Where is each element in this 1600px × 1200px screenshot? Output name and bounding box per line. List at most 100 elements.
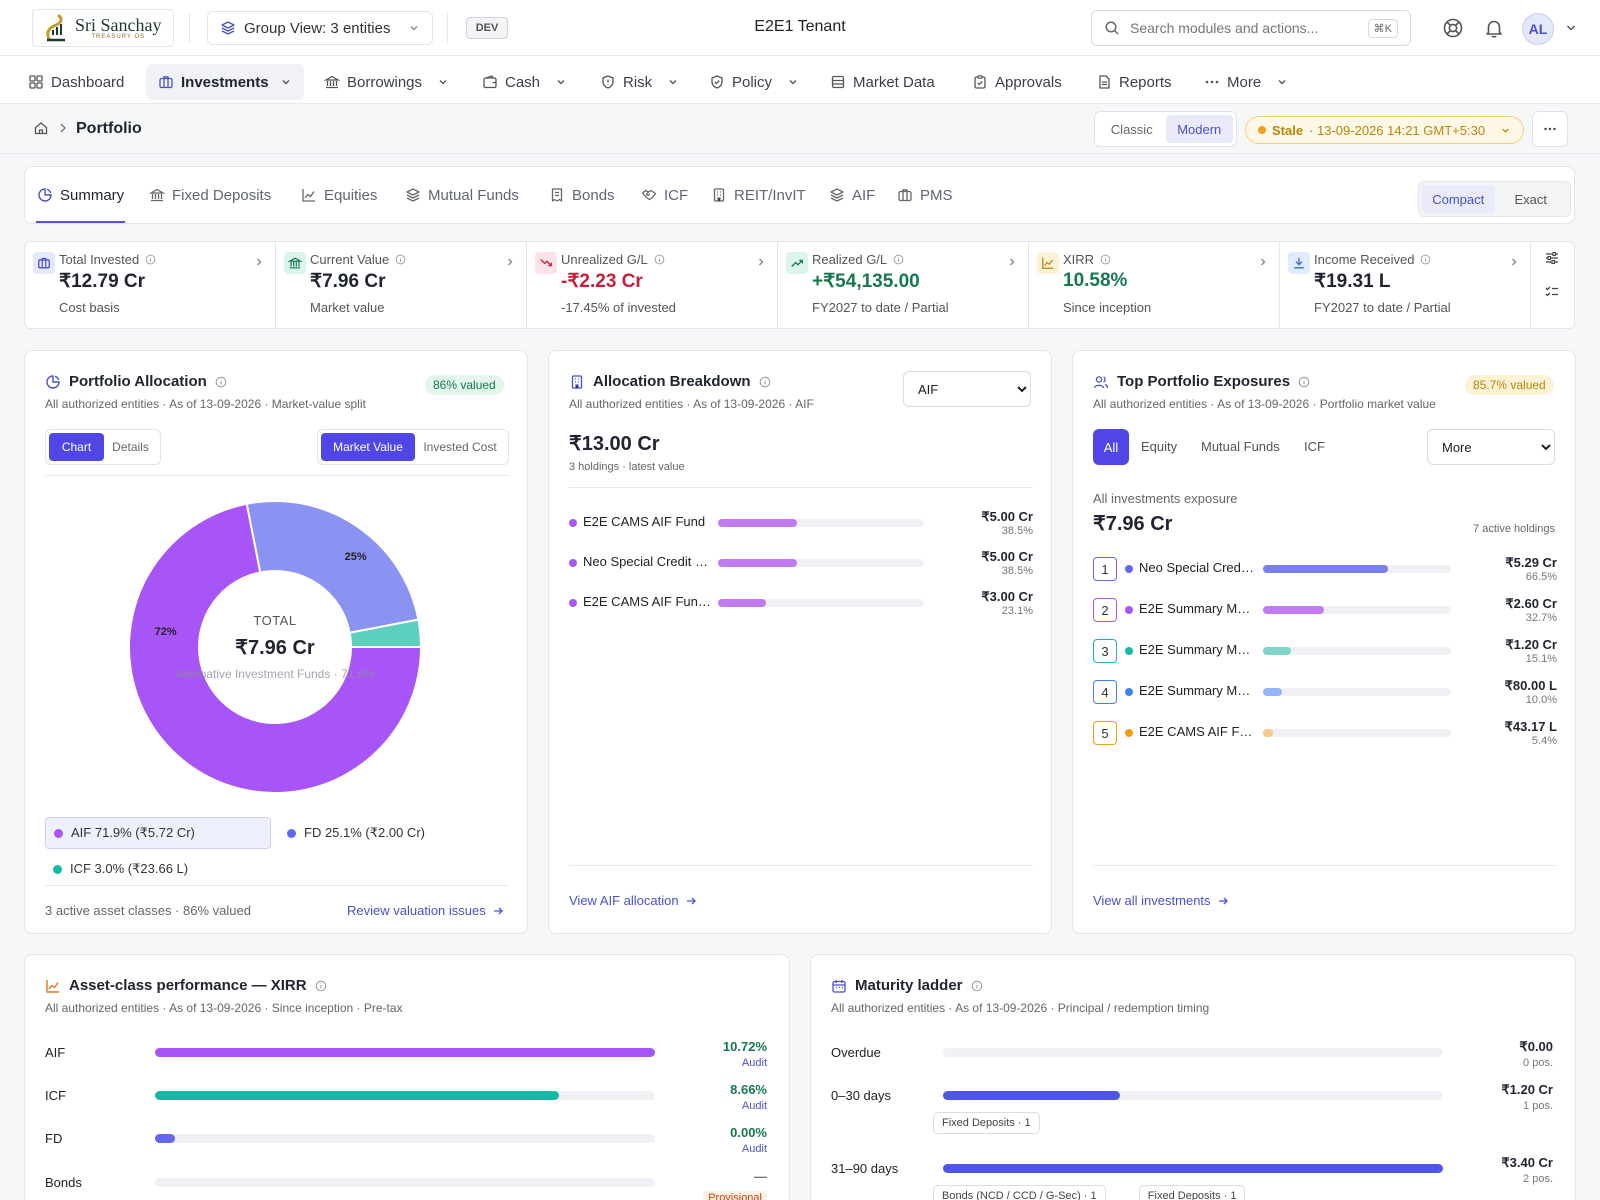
maturity-row[interactable]: 0–30 days ₹1.20 Cr 1 pos.	[831, 1082, 1553, 1118]
chart-view-button[interactable]: Chart	[49, 433, 104, 461]
xirr-source-badge: Audit	[741, 1057, 767, 1069]
kpi-settings-button[interactable]	[1544, 250, 1560, 266]
view-modern-button[interactable]: Modern	[1165, 115, 1233, 143]
density-exact-button[interactable]: Exact	[1514, 191, 1547, 207]
nav-approvals[interactable]: Approvals	[960, 64, 1074, 100]
card-title: Top Portfolio Exposures	[1117, 373, 1291, 390]
donut-slice-aif[interactable]	[128, 502, 423, 794]
exposure-row[interactable]: 5 E2E CAMS AIF Fund ₹43.17 L 5.4%	[1093, 719, 1557, 761]
performance-row[interactable]: AIF 10.72% Audit	[45, 1039, 767, 1085]
notifications-button[interactable]	[1483, 17, 1505, 39]
maturity-bar-fill	[943, 1091, 1120, 1100]
donut-slice-icf[interactable]	[348, 618, 423, 648]
brand-logo[interactable]: Sri Sanchay TREASURY OS	[32, 9, 174, 47]
exposure-row[interactable]: 4 E2E Summary Market FD ₹80.00 L10.0%	[1093, 678, 1557, 720]
nav-market-data[interactable]: Market Data	[818, 64, 947, 100]
nav-risk[interactable]: Risk	[588, 64, 691, 100]
view-classic-button[interactable]: Classic	[1110, 121, 1153, 137]
asset-class-select[interactable]: AIF	[903, 371, 1031, 407]
maturity-row[interactable]: 31–90 days ₹3.40 Cr 2 pos.	[831, 1155, 1553, 1191]
tab-aif[interactable]: AIF	[829, 167, 875, 223]
nav-policy[interactable]: Policy	[697, 64, 811, 100]
holding-value: ₹80.00 L	[1504, 678, 1557, 693]
user-avatar[interactable]: AL	[1522, 13, 1554, 45]
nav-label: Risk	[623, 73, 653, 91]
page-actions-button[interactable]	[1532, 111, 1568, 147]
donut-slice-fd[interactable]	[245, 500, 420, 634]
search-box[interactable]: ⌘K	[1091, 10, 1411, 46]
nav-cash[interactable]: Cash	[470, 64, 579, 100]
nav-dashboard[interactable]: Dashboard	[16, 64, 136, 100]
tab-pms[interactable]: PMS	[897, 167, 953, 223]
maturity-chip[interactable]: Fixed Deposits · 1	[933, 1112, 1040, 1134]
legend-item-icf[interactable]: ICF 3.0% (₹23.66 L)	[45, 853, 271, 885]
tab-icf[interactable]: ICF	[641, 167, 688, 223]
tab-fixed-deposits[interactable]: Fixed Deposits	[149, 167, 271, 223]
legend-item-aif[interactable]: AIF 71.9% (₹5.72 Cr)	[45, 817, 271, 849]
kpi-current-value[interactable]: Current Value ₹7.96 Cr Market value	[276, 242, 527, 328]
nav-reports[interactable]: Reports	[1084, 64, 1184, 100]
chevron-down-icon	[410, 26, 418, 31]
performance-row[interactable]: Bonds — Provisional	[45, 1169, 767, 1200]
info-icon[interactable]	[893, 254, 904, 265]
filter-all[interactable]: All	[1093, 429, 1129, 465]
valued-badge: 86% valued	[425, 375, 504, 395]
details-view-button[interactable]: Details	[112, 440, 149, 454]
stale-status-badge[interactable]: Stale · 13-09-2026 14:21 GMT+5:30	[1245, 116, 1524, 144]
more-filters-select[interactable]: More	[1427, 429, 1555, 465]
view-all-investments-link[interactable]: View all investments	[1093, 893, 1229, 908]
review-valuation-link[interactable]: Review valuation issues	[347, 903, 504, 918]
info-icon[interactable]	[759, 376, 771, 388]
filter-icf[interactable]: ICF	[1304, 439, 1325, 454]
exposure-row[interactable]: 1 Neo Special Credit Opportunities Fund ₹5…	[1093, 555, 1557, 597]
brand-subtitle: TREASURY OS	[91, 33, 146, 40]
tab-mutual-funds[interactable]: Mutual Funds	[405, 167, 519, 223]
home-link[interactable]	[33, 120, 49, 136]
info-icon[interactable]	[315, 980, 327, 992]
performance-row[interactable]: ICF 8.66% Audit	[45, 1082, 767, 1128]
info-icon[interactable]	[1100, 254, 1111, 265]
maturity-chip[interactable]: Fixed Deposits · 1	[1138, 1185, 1246, 1200]
shield-check-icon	[711, 75, 723, 89]
tab-summary[interactable]: Summary	[37, 167, 124, 223]
kpi-income-received[interactable]: Income Received ₹19.31 L FY2027 to date …	[1280, 242, 1531, 328]
invested-cost-button[interactable]: Invested Cost	[423, 440, 497, 454]
breakdown-row[interactable]: E2E CAMS AIF Fund ₹5.00 Cr 38.5%	[569, 509, 1033, 551]
info-icon[interactable]	[395, 254, 406, 265]
kpi-xirr[interactable]: XIRR 10.58% Since inception	[1029, 242, 1280, 328]
nav-more[interactable]: More	[1192, 64, 1300, 100]
search-input[interactable]	[1130, 20, 1358, 36]
user-menu-chevron[interactable]	[1564, 21, 1578, 35]
maturity-row[interactable]: Overdue ₹0.00 0 pos.	[831, 1039, 1553, 1075]
tab-reit-invit[interactable]: REIT/InvIT	[711, 167, 806, 223]
filter-mutual-funds[interactable]: Mutual Funds	[1201, 439, 1280, 454]
breakdown-row[interactable]: E2E CAMS AIF Fund II ₹3.00 Cr 23.1%	[569, 589, 1033, 631]
info-icon[interactable]	[971, 980, 983, 992]
tab-bonds[interactable]: Bonds	[549, 167, 615, 223]
kpi-total-invested[interactable]: Total Invested ₹12.79 Cr Cost basis	[25, 242, 276, 328]
performance-row[interactable]: FD 0.00% Audit	[45, 1125, 767, 1171]
tab-equities[interactable]: Equities	[301, 167, 377, 223]
info-icon[interactable]	[654, 254, 665, 265]
legend-item-fd[interactable]: FD 25.1% (₹2.00 Cr)	[279, 817, 505, 849]
maturity-chip[interactable]: Bonds (NCD / CCD / G-Sec) · 1	[933, 1185, 1106, 1200]
filter-equity[interactable]: Equity	[1141, 439, 1178, 454]
density-compact-button[interactable]: Compact	[1422, 185, 1495, 213]
nav-investments[interactable]: Investments	[146, 64, 304, 100]
breakdown-row[interactable]: Neo Special Credit Opportunities Fund ₹5.…	[569, 549, 1033, 591]
info-icon[interactable]	[1420, 254, 1431, 265]
market-value-button[interactable]: Market Value	[321, 433, 415, 461]
group-view-selector[interactable]: Group View: 3 entities	[207, 11, 433, 45]
nav-borrowings[interactable]: Borrowings	[312, 64, 461, 100]
view-aif-allocation-link[interactable]: View AIF allocation	[569, 893, 697, 908]
chevron-right-icon	[1512, 258, 1517, 266]
kpi-checklist-button[interactable]	[1544, 284, 1560, 300]
info-icon[interactable]	[145, 254, 156, 265]
kpi-realized-gl[interactable]: Realized G/L +₹54,135.00 FY2027 to date …	[778, 242, 1029, 328]
kpi-unrealized-gl[interactable]: Unrealized G/L -₹2.23 Cr -17.45% of inve…	[527, 242, 778, 328]
info-icon[interactable]	[1298, 376, 1310, 388]
info-icon[interactable]	[215, 376, 227, 388]
help-button[interactable]	[1442, 17, 1464, 39]
